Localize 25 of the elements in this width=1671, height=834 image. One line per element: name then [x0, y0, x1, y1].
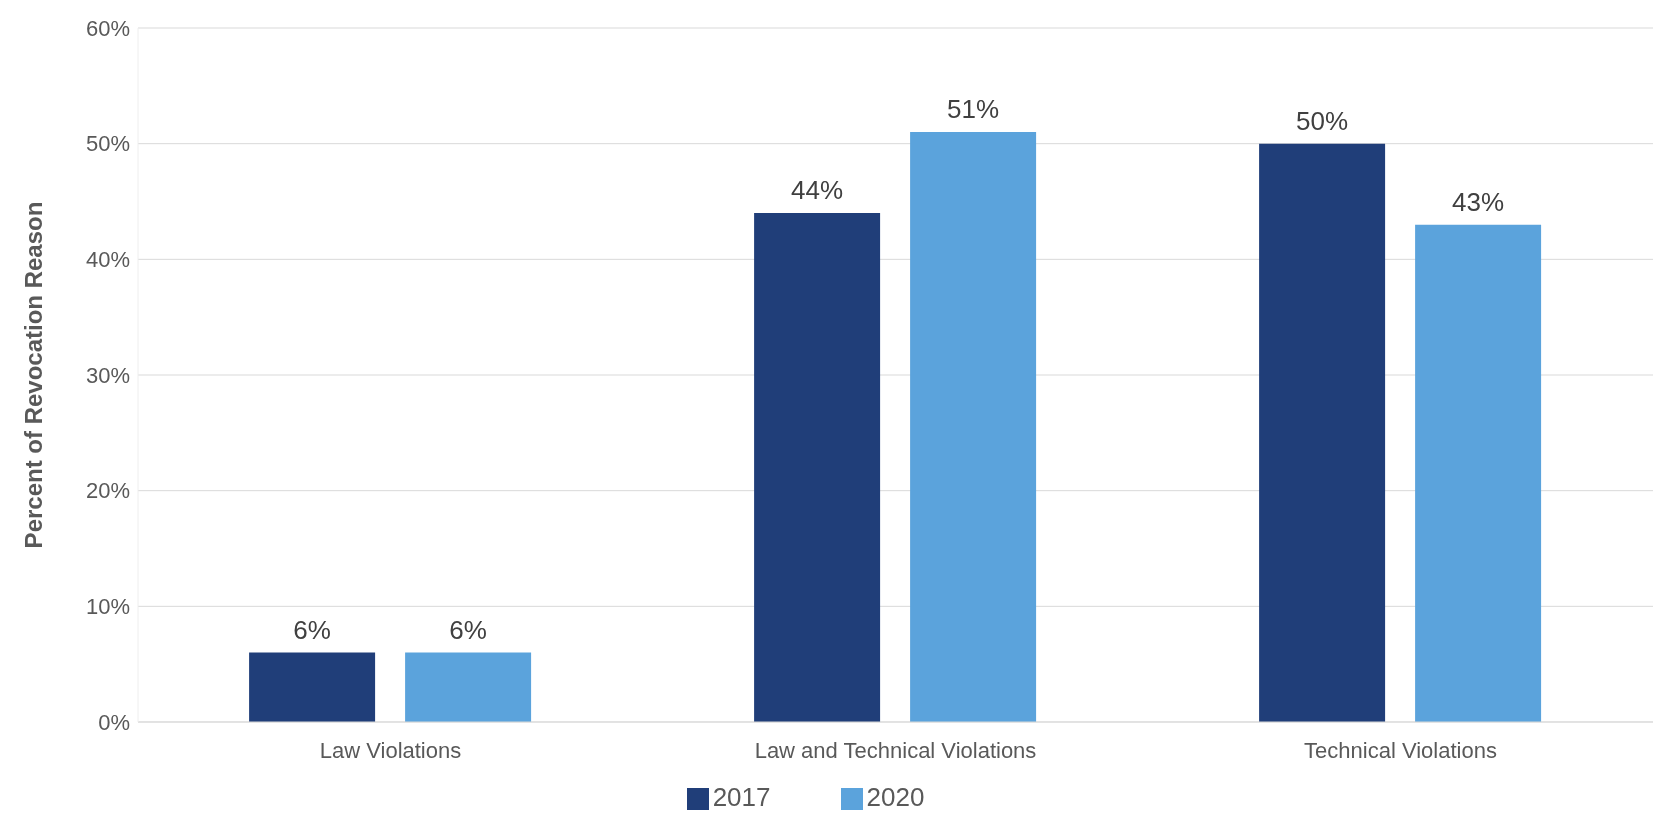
- bar: [405, 652, 532, 722]
- bar: [1259, 143, 1386, 722]
- legend-label: 2020: [866, 782, 925, 812]
- bar: [754, 213, 881, 722]
- x-tick-label: Law and Technical Violations: [754, 737, 1037, 763]
- y-tick-label: 20%: [85, 478, 130, 504]
- y-tick-label: 30%: [85, 362, 130, 388]
- legend-label: 2017: [712, 782, 771, 812]
- bar: [249, 652, 376, 722]
- data-label: 44%: [791, 175, 844, 206]
- data-label: 51%: [947, 94, 1000, 125]
- data-label: 6%: [449, 614, 487, 645]
- y-tick-label: 40%: [85, 247, 130, 273]
- data-label: 43%: [1452, 186, 1505, 217]
- data-label: 6%: [293, 614, 331, 645]
- y-tick-label: 60%: [85, 15, 130, 41]
- bar: [1415, 224, 1542, 722]
- bar: [910, 132, 1037, 722]
- x-tick-label: Law Violations: [319, 737, 462, 763]
- x-tick-label: Technical Violations: [1304, 737, 1497, 763]
- y-axis-title: Percent of Revocation Reason: [19, 201, 47, 549]
- y-tick-label: 50%: [85, 131, 130, 157]
- y-tick-label: 0%: [98, 709, 130, 735]
- data-label: 50%: [1296, 105, 1349, 136]
- y-tick-label: 10%: [85, 594, 130, 620]
